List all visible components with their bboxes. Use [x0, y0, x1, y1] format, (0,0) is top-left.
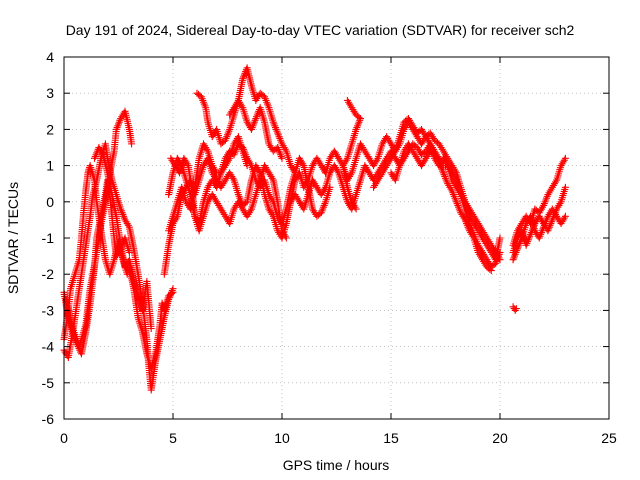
data-point	[561, 154, 569, 162]
data-point	[125, 248, 133, 256]
data-point	[282, 234, 290, 242]
data-point	[487, 267, 495, 275]
x-tick-label: 15	[383, 430, 399, 446]
x-axis-title: GPS time / hours	[283, 457, 390, 473]
data-point	[168, 290, 176, 298]
y-tick-label: 3	[46, 85, 54, 101]
x-tick-label: 5	[169, 430, 177, 446]
data-point	[128, 140, 136, 148]
data-point	[561, 212, 569, 220]
y-tick-label: -4	[42, 339, 55, 355]
x-tick-labels: 0 5 10 15 20 25	[60, 430, 617, 446]
plot-frame	[63, 56, 610, 420]
y-tick-label: -2	[42, 266, 55, 282]
y-tick-label: 1	[46, 158, 54, 174]
y-tick-labels: -6 -5 -4 -3 -2 -1 0 1 2 3 4	[42, 49, 55, 427]
data-point	[291, 169, 299, 177]
data-point	[147, 325, 155, 332]
chart-title: Day 191 of 2024, Sidereal Day-to-day VTE…	[66, 22, 575, 38]
data-point	[496, 234, 504, 242]
y-tick-label: -1	[42, 230, 55, 246]
x-tick-label: 0	[60, 430, 68, 446]
y-tick-label: -6	[42, 411, 55, 427]
data-point	[512, 305, 520, 313]
data-point	[278, 154, 286, 162]
y-tick-label: 4	[46, 49, 54, 65]
data-point	[352, 205, 360, 213]
y-tick-label: 2	[46, 121, 54, 137]
x-tick-label: 20	[492, 430, 508, 446]
x-tick-label: 25	[601, 430, 617, 446]
data-point	[169, 288, 177, 296]
y-axis-title: SDTVAR / TECUs	[5, 182, 21, 294]
data-point	[486, 265, 494, 273]
y-tick-label: 0	[46, 194, 54, 210]
y-tick-label: -3	[42, 302, 55, 318]
data-point	[243, 162, 251, 170]
data-points	[60, 64, 569, 394]
x-tick-label: 10	[274, 430, 290, 446]
data-point	[496, 256, 504, 264]
data-point	[123, 270, 131, 278]
data-point	[561, 183, 569, 191]
y-tick-label: -5	[42, 375, 55, 391]
